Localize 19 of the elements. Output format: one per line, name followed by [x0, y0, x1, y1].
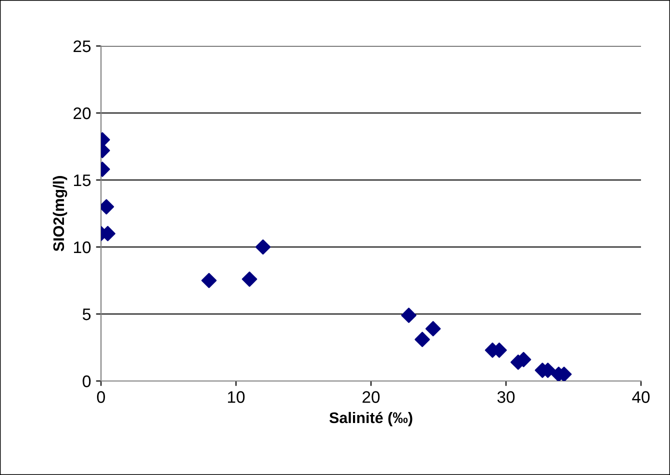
- y-tick-label: 0: [82, 375, 91, 388]
- x-tick-label: 30: [497, 391, 515, 403]
- point: [201, 272, 217, 288]
- point: [414, 332, 430, 348]
- y-axis-title: SIO2(mg/l): [52, 176, 68, 252]
- x-tick-label: 40: [632, 391, 650, 403]
- y-tick-label: 15: [74, 174, 91, 186]
- x-tick-label: 10: [228, 391, 245, 403]
- point: [401, 308, 416, 323]
- y-tick-label: 20: [74, 107, 91, 120]
- x-axis-title: Salinité (‰): [329, 412, 412, 426]
- y-tick-label: 5: [82, 308, 91, 320]
- x-tick-label: 0: [97, 391, 105, 403]
- point: [425, 321, 441, 336]
- point: [255, 239, 271, 255]
- x-tick-label: 20: [362, 391, 380, 403]
- point: [242, 272, 258, 287]
- y-tick-label: 10: [74, 241, 91, 254]
- y-tick-label: 25: [74, 40, 91, 52]
